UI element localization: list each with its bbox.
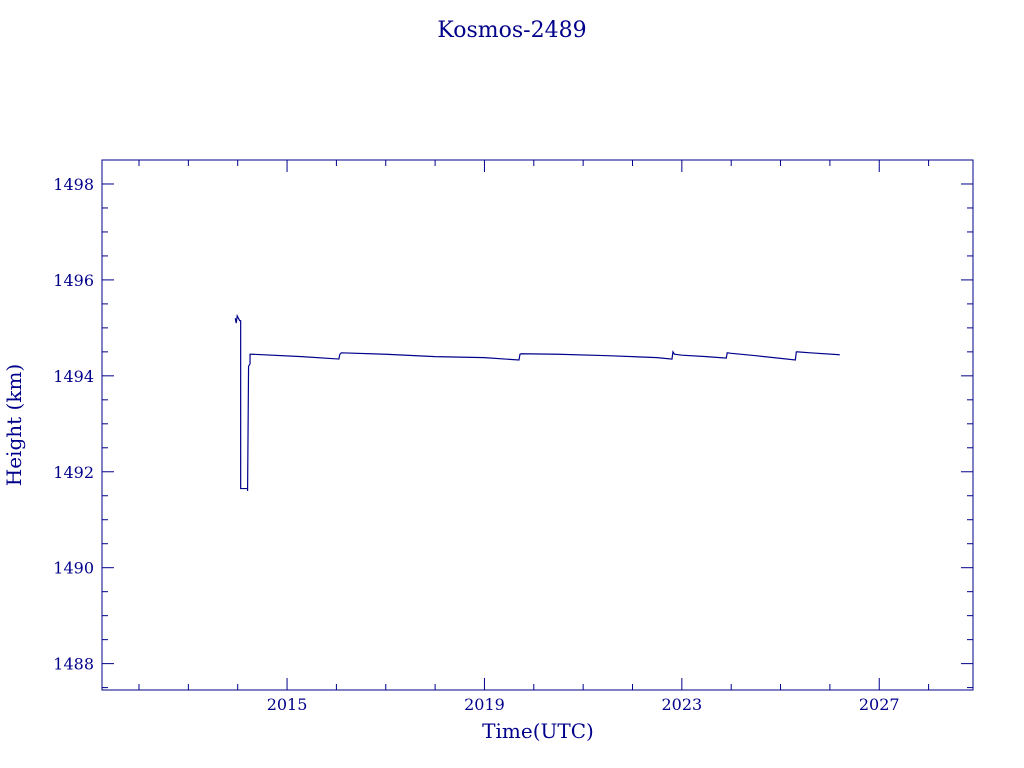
axis-ticks <box>102 159 973 690</box>
x-axis-label: Time(UTC) <box>482 719 594 743</box>
series-line <box>234 313 840 491</box>
chart-title: Kosmos-2489 <box>437 18 586 43</box>
plot-frame <box>101 159 974 691</box>
y-tick-label: 1490 <box>53 559 94 578</box>
y-axis-label: Height (km) <box>2 364 26 486</box>
tick-labels: 2015 2019 2023 2027 1488 1490 1492 1494 1496 1498 <box>53 175 899 714</box>
x-tick-label: 2023 <box>661 695 702 714</box>
y-tick-label: 1488 <box>53 655 94 674</box>
y-tick-label: 1498 <box>53 175 94 194</box>
x-tick-label: 2019 <box>464 695 505 714</box>
y-tick-label: 1494 <box>53 367 94 386</box>
x-tick-label: 2027 <box>859 695 900 714</box>
y-tick-label: 1496 <box>53 271 94 290</box>
y-tick-label: 1492 <box>53 463 94 482</box>
x-tick-label: 2015 <box>267 695 308 714</box>
